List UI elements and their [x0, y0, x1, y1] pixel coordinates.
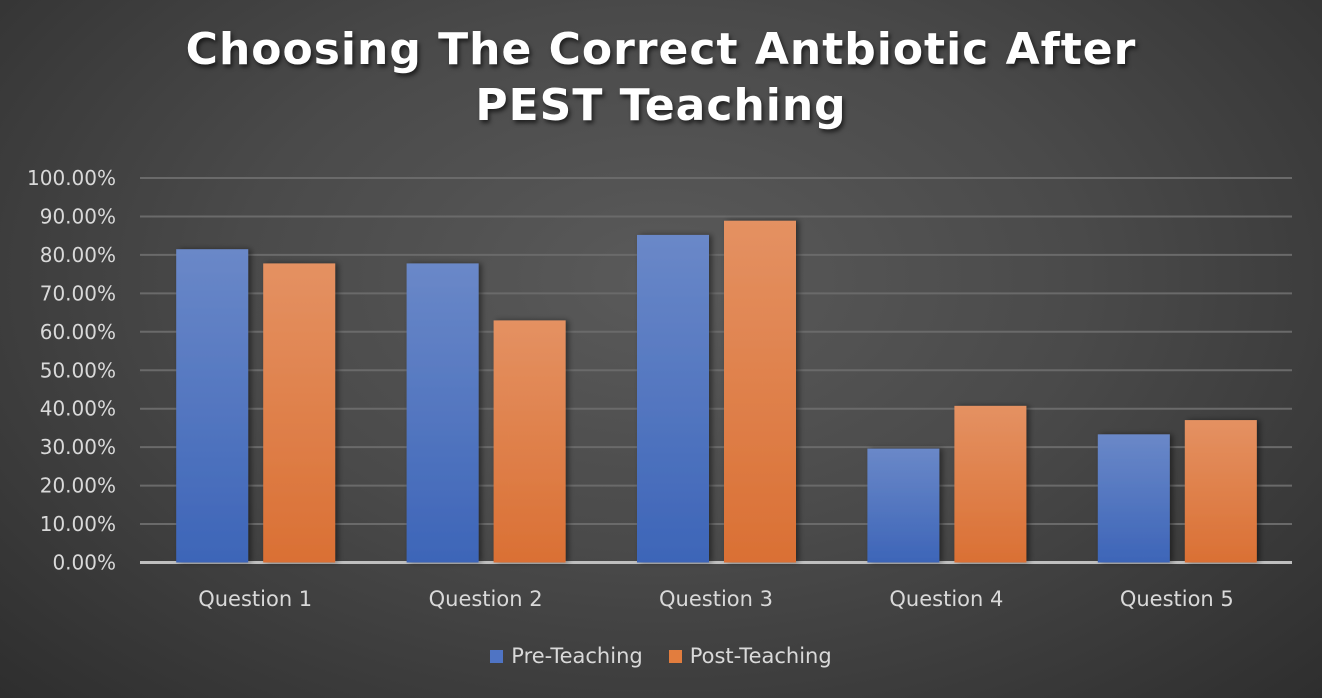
y-tick-label: 10.00% [40, 512, 116, 536]
bar-pre-teaching-q4 [867, 448, 940, 563]
legend-label-post-teaching: Post-Teaching [689, 644, 832, 668]
bar-post-teaching-q2 [493, 320, 566, 563]
x-tick-label: Question 1 [198, 587, 312, 611]
y-tick-label: 20.00% [40, 474, 116, 498]
bar-pre-teaching-q5 [1097, 434, 1170, 563]
chart-title-line-1: Choosing The Correct Antbiotic After [185, 24, 1137, 75]
y-tick-label: 60.00% [40, 320, 116, 344]
chart-title-line-2: PEST Teaching [475, 80, 847, 131]
chart-title: Choosing The Correct Antbiotic After PES… [0, 22, 1322, 134]
legend-item-pre-teaching: Pre-Teaching [490, 644, 643, 668]
legend-swatch-pre-teaching [490, 649, 504, 663]
y-tick-label: 30.00% [40, 435, 116, 459]
bar-post-teaching-q4 [954, 405, 1027, 563]
x-tick-label: Question 2 [429, 587, 543, 611]
bar-post-teaching-q5 [1184, 420, 1257, 563]
y-tick-label: 90.00% [40, 204, 116, 228]
y-tick-label: 100.00% [27, 166, 116, 190]
y-tick-label: 40.00% [40, 397, 116, 421]
bar-post-teaching-q3 [724, 220, 796, 563]
x-tick-label: Question 4 [889, 587, 1003, 611]
bar-pre-teaching-q3 [637, 234, 709, 563]
x-tick-label: Question 5 [1120, 587, 1234, 611]
x-tick-label: Question 3 [659, 587, 773, 611]
y-tick-label: 80.00% [40, 243, 116, 267]
y-tick-label: 50.00% [40, 358, 116, 382]
bar-pre-teaching-q1 [176, 249, 249, 563]
legend-swatch-post-teaching [668, 649, 682, 663]
legend: Pre-Teaching Post-Teaching [0, 644, 1322, 668]
y-tick-label: 70.00% [40, 281, 116, 305]
y-tick-label: 0.00% [52, 551, 116, 575]
bar-post-teaching-q1 [263, 263, 336, 563]
legend-label-pre-teaching: Pre-Teaching [511, 644, 643, 668]
bar-pre-teaching-q2 [406, 263, 479, 563]
legend-item-post-teaching: Post-Teaching [668, 644, 832, 668]
